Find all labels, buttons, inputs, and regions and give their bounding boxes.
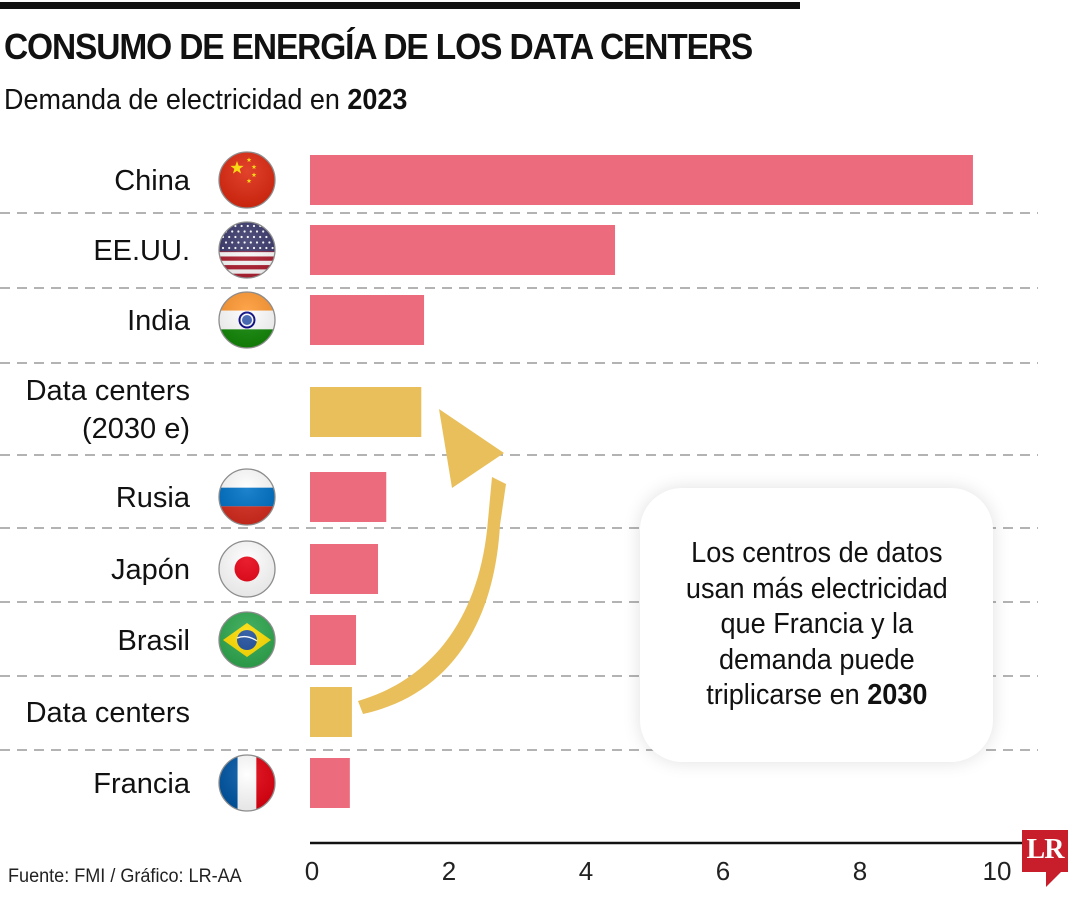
lr-logo-tail (1046, 871, 1062, 887)
source-credit: Fuente: FMI / Gráfico: LR-AA (8, 866, 242, 887)
category-label: Data centers (26, 375, 190, 407)
india-flag-icon (218, 291, 276, 349)
subtitle-text: Demanda de electricidad en (4, 84, 348, 116)
annotation-line: Los centros de datos (690, 537, 943, 570)
category-label: Rusia (116, 482, 191, 514)
growth-arrow (358, 409, 506, 714)
chart-title: CONSUMO DE ENERGÍA DE LOS DATA CENTERS (4, 26, 753, 67)
russia-flag-icon (218, 468, 276, 526)
bar-data-centers-2030-e (310, 387, 422, 437)
category-label: Data centers (26, 697, 190, 729)
france-flag-icon (218, 754, 276, 812)
bar-francia (310, 758, 350, 808)
brazil-flag-icon (218, 611, 276, 669)
category-label: India (127, 305, 191, 337)
x-tick-label: 2 (442, 856, 456, 886)
flags (218, 151, 276, 812)
x-axis: 0 2 4 6 8 10 (305, 841, 1022, 886)
bar-rusia (310, 472, 387, 522)
bar-china (310, 155, 973, 205)
category-label: (2030 e) (82, 413, 190, 445)
category-label: EE.UU. (93, 235, 190, 267)
arrow-shaft (358, 477, 506, 714)
category-labels: China EE.UU. India Data centers (2030 e) Rusi… (26, 165, 191, 800)
x-tick-label: 6 (716, 856, 730, 886)
usa-flag-icon (218, 221, 276, 279)
grid-lines (0, 212, 1038, 751)
annotation-text: triplicarse en (705, 679, 867, 712)
annotation-box: Los centros de datos usan más electricid… (640, 488, 993, 762)
bar-ee-uu (310, 225, 616, 275)
china-flag-icon (218, 151, 276, 209)
category-label: Francia (93, 768, 191, 800)
annotation-line: usan más electricidad (685, 572, 948, 605)
x-tick-label: 4 (579, 856, 593, 886)
category-label: China (114, 165, 191, 197)
category-label: Japón (111, 554, 190, 586)
x-tick-label: 8 (853, 856, 867, 886)
annotation-year: 2030 (866, 679, 928, 712)
x-tick-label: 0 (305, 856, 319, 886)
chart-subtitle: Demanda de electricidad en 2023 (4, 84, 407, 117)
bar-india (310, 295, 425, 345)
bars (310, 155, 973, 808)
annotation-line: triplicarse en 2030 (686, 678, 948, 714)
japan-flag-icon (218, 540, 276, 598)
x-tick-label: 10 (983, 856, 1012, 886)
annotation-line: demanda puede (718, 643, 915, 676)
top-rule (0, 2, 800, 9)
arrow-head (439, 409, 504, 488)
bar-jap-n (310, 544, 379, 594)
category-label: Brasil (117, 625, 190, 657)
bar-data-centers (310, 687, 352, 737)
subtitle-year: 2023 (347, 84, 408, 116)
annotation-line: que Francia y la (720, 608, 913, 641)
lr-logo: LR (1022, 830, 1068, 872)
bar-brasil (310, 615, 357, 665)
lr-logo-text: LR (1026, 834, 1065, 865)
